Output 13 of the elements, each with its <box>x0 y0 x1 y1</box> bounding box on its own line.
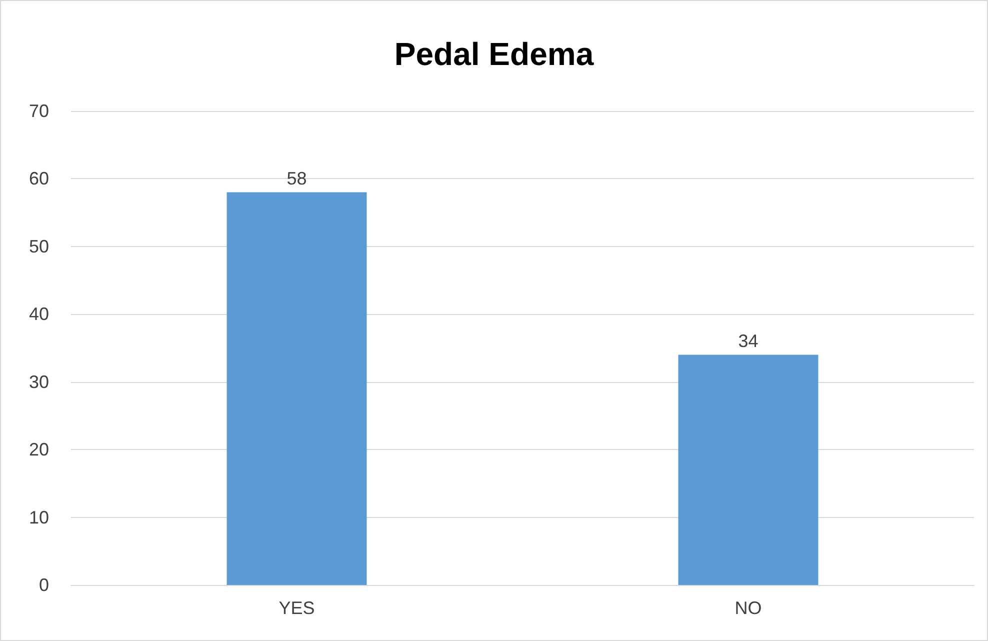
data-label: 58 <box>286 168 307 188</box>
y-tick-label: 60 <box>28 168 49 189</box>
y-tick-label: 0 <box>38 575 49 595</box>
y-tick-label: 30 <box>28 372 49 392</box>
y-tick-label: 20 <box>28 440 49 460</box>
chart-title: Pedal Edema <box>394 36 594 72</box>
y-tick-label: 40 <box>28 304 49 324</box>
y-tick-label: 10 <box>28 507 49 528</box>
y-tick-label: 70 <box>28 101 49 121</box>
x-tick-label: YES <box>278 598 315 618</box>
x-tick-label: NO <box>734 598 762 618</box>
data-label: 34 <box>738 330 758 351</box>
y-tick-label: 50 <box>28 236 49 256</box>
